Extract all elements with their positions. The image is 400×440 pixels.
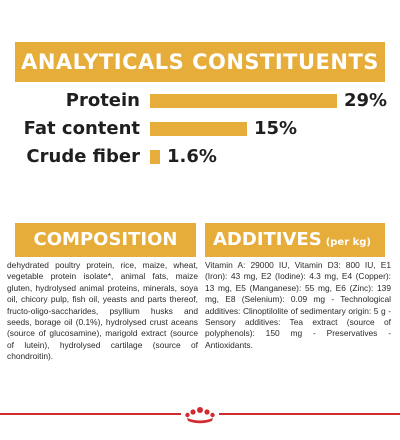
composition-text: dehydrated poultry protein, rice, maize,… <box>7 260 198 362</box>
constituent-row-fiber: Crude fiber 1.6% <box>0 143 400 171</box>
constituent-label: Protein <box>65 90 140 111</box>
constituent-value: 1.6% <box>167 146 217 167</box>
additives-unit: (per kg) <box>325 237 371 248</box>
constituent-bar <box>150 94 337 108</box>
analytical-constituents-title: ANALYTICALS CONSTITUENTS <box>15 42 385 82</box>
constituent-row-fat: Fat content 15% <box>0 115 400 143</box>
constituent-bar <box>150 122 247 136</box>
constituent-value: 15% <box>254 118 298 139</box>
constituent-bar <box>150 150 160 164</box>
additives-heading: ADDITIVES (per kg) <box>205 223 385 257</box>
constituent-label: Fat content <box>23 118 140 139</box>
royal-canin-crown-logo-icon <box>181 398 219 428</box>
constituent-label: Crude fiber <box>26 146 140 167</box>
additives-heading-label: ADDITIVES <box>213 229 322 250</box>
constituent-row-protein: Protein 29% <box>0 87 400 115</box>
constituent-value: 29% <box>344 90 388 111</box>
additives-text: Vitamin A: 29000 IU, Vitamin D3: 800 IU,… <box>205 260 391 350</box>
composition-heading: COMPOSITION <box>15 223 196 257</box>
